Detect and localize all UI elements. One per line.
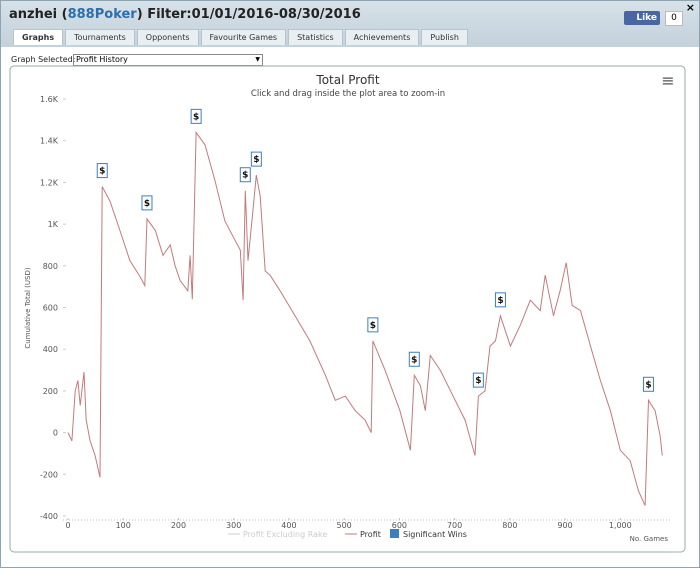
menu-icon[interactable]: ≡	[661, 71, 674, 90]
win-marker	[472, 372, 484, 388]
like-count: 0	[665, 11, 683, 26]
x-tick-label: 600	[392, 521, 407, 530]
user: anzhei	[9, 7, 58, 22]
y-tick-label: 1K	[48, 220, 59, 229]
win-marker	[250, 151, 262, 167]
win-label: $	[253, 155, 259, 165]
tab[interactable]: Publish	[421, 29, 468, 45]
win-marker	[494, 292, 506, 308]
tab[interactable]: Statistics	[288, 29, 343, 45]
x-tick-label: 0	[65, 521, 70, 530]
legend-label: Profit Excluding Rake	[243, 530, 327, 539]
x-tick-label: 500	[337, 521, 352, 530]
win-marker	[190, 108, 202, 124]
win-label: $	[144, 199, 150, 209]
win-label: $	[193, 112, 199, 122]
tab[interactable]: Tournaments	[65, 29, 135, 45]
win-label: $	[411, 355, 417, 365]
header-title: anzhei (888Poker) Filter:01/01/2016-08/3…	[9, 7, 361, 22]
win-marker	[642, 376, 654, 392]
y-tick-label: 1.2K	[40, 178, 59, 187]
y-tick-label: -200	[40, 470, 58, 479]
x-tick-label: 100	[116, 521, 131, 530]
legend-label: Significant Wins	[403, 530, 467, 539]
y-tick-label: 800	[43, 262, 58, 271]
chart-subtitle: Click and drag inside the plot area to z…	[251, 89, 445, 99]
y-tick-label: 1.4K	[40, 137, 59, 146]
x-tick-label: 1,000	[609, 521, 632, 530]
tab[interactable]: Achievements	[344, 29, 420, 45]
x-tick-label: 800	[502, 521, 517, 530]
win-label: $	[475, 376, 481, 386]
x-tick-label: 300	[226, 521, 241, 530]
graph-select-label: Graph Selected:	[11, 55, 76, 64]
y-tick-label: -400	[40, 512, 58, 521]
tab[interactable]: Graphs	[13, 29, 64, 45]
legend-label: Profit	[360, 530, 381, 539]
profit-line	[67, 130, 663, 506]
x-tick-label: 400	[281, 521, 296, 530]
win-marker	[141, 195, 153, 211]
header: anzhei (888Poker) Filter:01/01/2016-08/3…	[1, 1, 699, 47]
y-tick-label: 1.6K	[40, 95, 59, 104]
y-tick-label: 600	[43, 304, 58, 313]
win-label: $	[645, 380, 651, 390]
filter: Filter:01/01/2016-08/30/2016	[147, 7, 361, 22]
win-label: $	[370, 321, 376, 331]
y-axis-label: Cumulative Total (USD)	[24, 267, 32, 348]
tabs: Graphs Tournaments Opponents Favourite Game…	[13, 29, 468, 45]
like-button[interactable]: Like	[624, 11, 660, 25]
win-label: $	[497, 296, 503, 306]
legend-swatch	[390, 529, 399, 538]
win-marker	[367, 317, 379, 333]
x-tick-label: 700	[447, 521, 462, 530]
x-tick-label: 200	[171, 521, 186, 530]
win-label: $	[99, 167, 105, 177]
y-tick-label: 400	[43, 345, 58, 354]
y-tick-label: 200	[43, 387, 58, 396]
tab[interactable]: Favourite Games	[200, 29, 287, 45]
chart-title: Total Profit	[315, 73, 379, 87]
chart-panel	[9, 65, 686, 553]
y-tick-label: 0	[53, 429, 58, 438]
win-label: $	[242, 171, 248, 181]
win-marker	[239, 167, 251, 183]
x-tick-label: 900	[557, 521, 572, 530]
site-link[interactable]: 888Poker	[67, 7, 137, 22]
x-axis-label: No. Games	[630, 535, 669, 543]
tab[interactable]: Opponents	[136, 29, 199, 45]
win-marker	[96, 163, 108, 179]
win-marker	[408, 351, 420, 367]
close-button[interactable]: ×	[685, 1, 695, 14]
